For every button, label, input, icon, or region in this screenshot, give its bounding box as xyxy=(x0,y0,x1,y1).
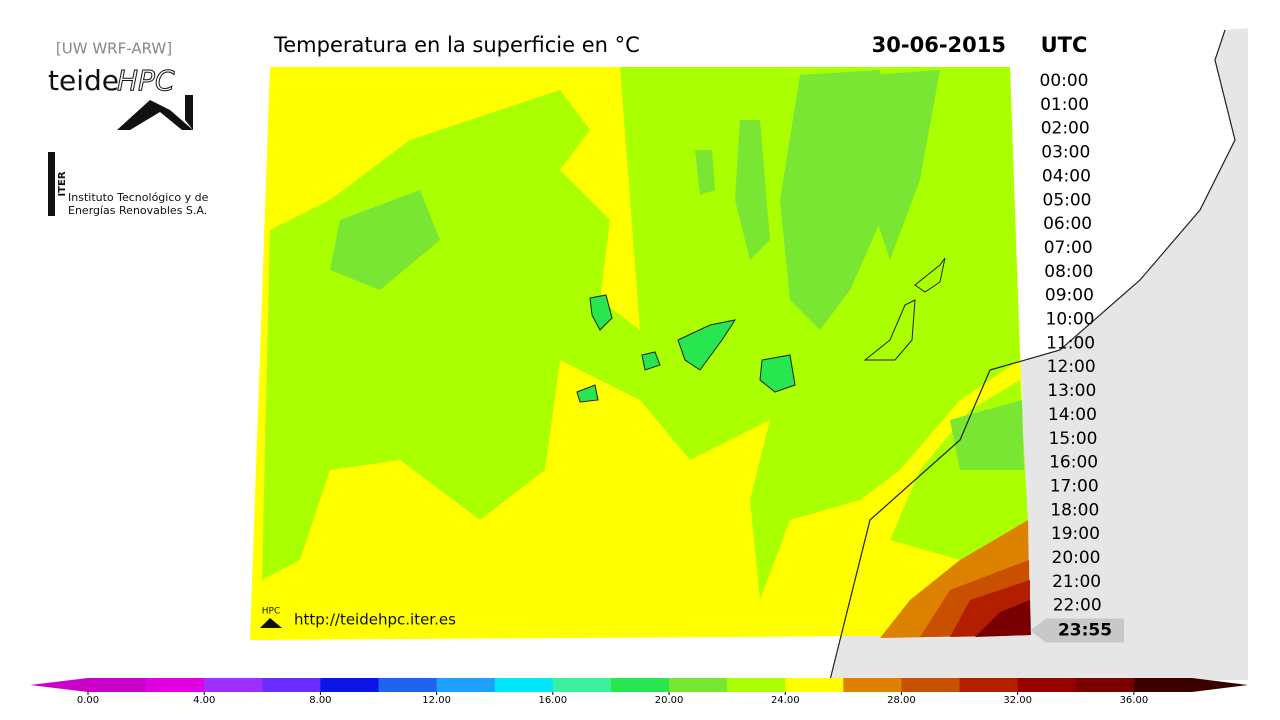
colorbar-segment xyxy=(901,678,961,692)
time-label: 19:00 xyxy=(1051,524,1100,544)
colorbar-segment xyxy=(669,678,728,692)
time-label: 08:00 xyxy=(1044,262,1093,282)
title: Temperatura en la superficie en °C xyxy=(273,33,640,57)
colorbar-segment xyxy=(843,678,902,692)
islands xyxy=(576,257,946,403)
time-label: 15:00 xyxy=(1049,429,1098,449)
colorbar-tick-label: 0.00 xyxy=(77,695,99,706)
colorbar-segment xyxy=(436,678,496,692)
time-label: 20:00 xyxy=(1052,548,1101,568)
colorbar-tick-label: 12.00 xyxy=(422,695,451,706)
colorbar-under xyxy=(30,678,88,692)
footer-icon xyxy=(260,618,282,628)
time-label: 13:00 xyxy=(1047,381,1096,401)
colorbar-segment xyxy=(1017,678,1077,692)
colorbar-segment xyxy=(785,678,844,692)
time-label: 00:00 xyxy=(1040,71,1089,91)
time-label: 10:00 xyxy=(1046,310,1095,330)
colorbar-segment xyxy=(610,678,670,692)
model-label: [UW WRF-ARW] xyxy=(56,40,172,58)
logo-suffix: HPC xyxy=(117,64,175,97)
logo-mountain xyxy=(117,95,193,130)
colorbar-segment xyxy=(1075,678,1135,692)
time-label: 03:00 xyxy=(1041,143,1090,163)
time-label: 17:00 xyxy=(1050,476,1099,496)
time-label: 07:00 xyxy=(1044,238,1093,258)
time-label: 05:00 xyxy=(1043,190,1092,210)
colorbar-segment xyxy=(494,678,554,692)
timeline: 00:00 01:00 02:00 03:00 04:00 05:00 06:00 07:00… xyxy=(1030,71,1124,643)
time-label: 21:00 xyxy=(1052,572,1101,592)
time-label: 14:00 xyxy=(1048,405,1097,425)
colorbar-segment xyxy=(320,678,380,692)
colorbar-segment xyxy=(378,678,438,692)
map-warm xyxy=(880,520,1031,638)
colorbar-tick-label: 24.00 xyxy=(771,695,800,706)
colorbar: 0.00 4.00 8.00 12.00 16.00 20.00 24.00 28.00 32.… xyxy=(30,678,1248,706)
coastline xyxy=(829,29,1236,681)
time-label: 22:00 xyxy=(1053,596,1102,616)
colorbar-tick-label: 8.00 xyxy=(309,695,331,706)
colorbar-segment xyxy=(959,678,1019,692)
time-label: 16:00 xyxy=(1049,453,1098,473)
footer-url: http://teidehpc.iter.es xyxy=(294,611,456,629)
current-time: 23:55 xyxy=(1058,621,1112,641)
colorbar-segment xyxy=(1133,678,1193,692)
colorbar-segment xyxy=(552,678,612,692)
logo-name: teide xyxy=(48,64,119,97)
colorbar-segment xyxy=(727,678,786,692)
colorbar-tick-label: 20.00 xyxy=(655,695,684,706)
time-label: 06:00 xyxy=(1043,214,1092,234)
time-label: 01:00 xyxy=(1040,95,1089,115)
iter-line1: Instituto Tecnológico y de xyxy=(68,191,209,204)
colorbar-segment xyxy=(88,678,147,692)
time-label: 02:00 xyxy=(1041,119,1090,139)
iter-line2: Energías Renovables S.A. xyxy=(68,204,207,217)
time-label: 09:00 xyxy=(1045,286,1094,306)
time-label: 11:00 xyxy=(1046,333,1095,353)
time-label: 18:00 xyxy=(1050,500,1099,520)
colorbar-segment xyxy=(204,678,263,692)
timezone: UTC xyxy=(1041,33,1088,57)
colorbar-tick-label: 16.00 xyxy=(539,695,568,706)
time-label: 12:00 xyxy=(1047,357,1096,377)
time-label: 04:00 xyxy=(1042,166,1091,186)
iter-acronym: ITER xyxy=(57,171,68,196)
date: 30-06-2015 xyxy=(872,33,1006,57)
colorbar-segment xyxy=(262,678,321,692)
colorbar-tick-label: 28.00 xyxy=(887,695,916,706)
colorbar-over xyxy=(1192,678,1248,692)
colorbar-tick-label: 32.00 xyxy=(1003,695,1032,706)
colorbar-segment xyxy=(146,678,205,692)
footer-badge: HPC xyxy=(262,607,280,617)
colorbar-tick-label: 4.00 xyxy=(193,695,215,706)
map-green-dark xyxy=(330,70,1024,470)
iter-bar xyxy=(48,152,55,216)
colorbar-tick-label: 36.00 xyxy=(1120,695,1149,706)
current-marker xyxy=(1030,618,1124,643)
